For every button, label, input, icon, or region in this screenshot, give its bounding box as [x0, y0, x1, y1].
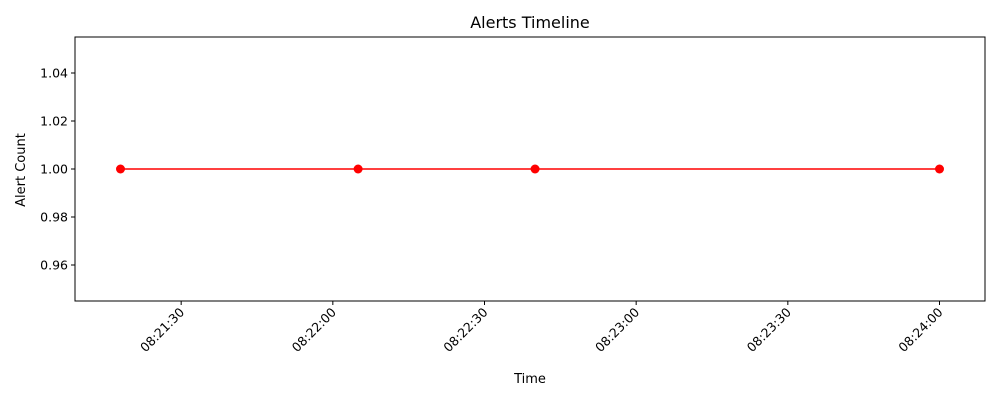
y-tick-label: 0.98 [40, 210, 68, 225]
x-tick-label: 08:22:30 [440, 304, 490, 354]
x-tick-label: 08:24:00 [895, 304, 945, 354]
data-point [935, 164, 944, 174]
data-point [530, 164, 540, 174]
x-tick-label: 08:23:00 [592, 304, 642, 354]
x-axis-label: Time [513, 372, 546, 387]
y-tick-label: 1.04 [40, 66, 68, 81]
plot-area-frame [74, 36, 986, 302]
chart-title: Alerts Timeline [470, 13, 590, 32]
y-tick-label: 1.02 [40, 114, 68, 129]
data-point [116, 164, 125, 174]
data-point [353, 164, 363, 174]
x-tick-label: 08:21:30 [137, 304, 187, 354]
y-axis-label: Alert Count [14, 133, 29, 207]
y-tick-label: 0.96 [40, 258, 68, 273]
y-tick-label: 1.00 [40, 162, 68, 177]
x-tick-label: 08:23:30 [744, 304, 794, 354]
x-tick-label: 08:22:00 [289, 304, 339, 354]
